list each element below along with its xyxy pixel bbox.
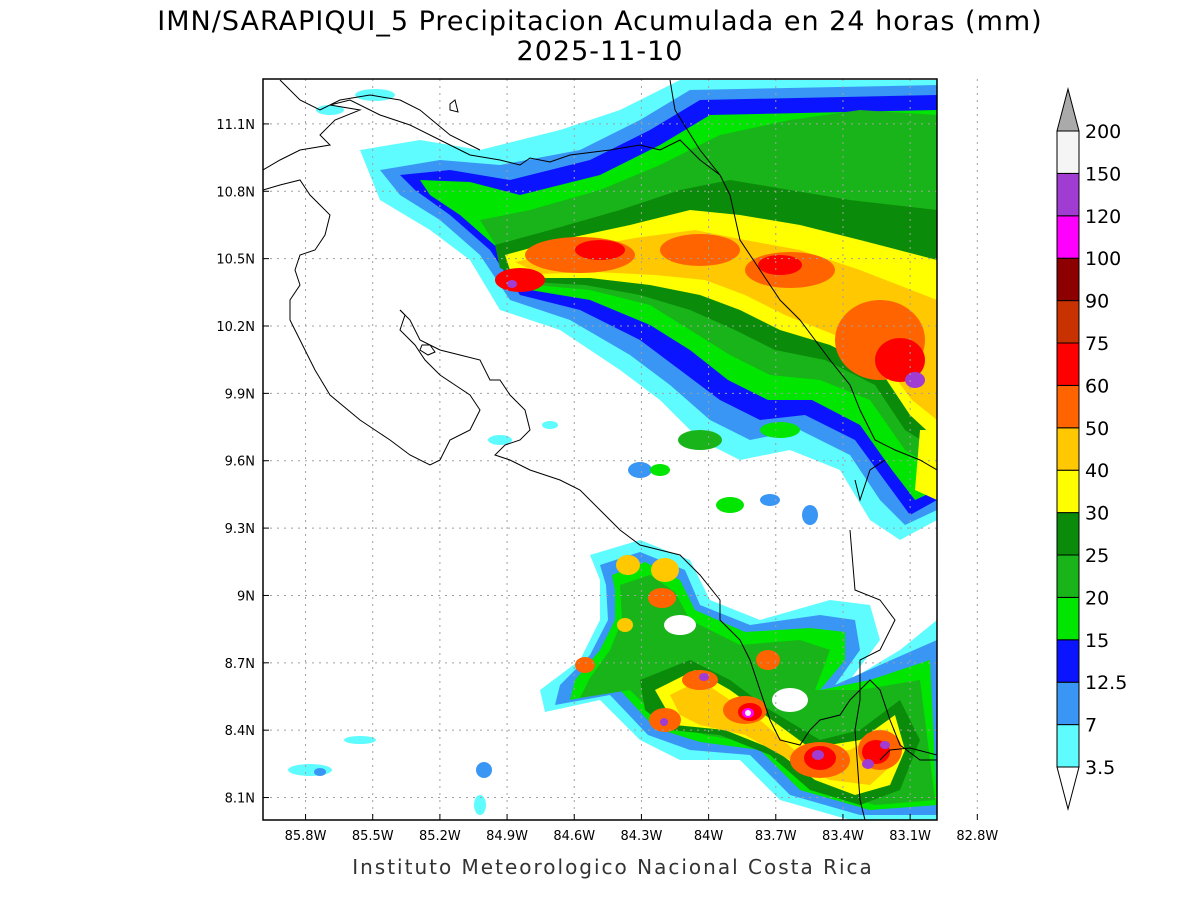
colorbar-label: 60: [1085, 375, 1109, 397]
lat-tick-label: 11.1N: [216, 118, 255, 133]
dry-area: [628, 422, 900, 610]
lon-tick-label: 84.9W: [486, 829, 528, 844]
colorbar-swatch: [1056, 639, 1080, 683]
colorbar-label: 20: [1085, 587, 1109, 609]
longitude-axis: 85.8W 85.5W 85.2W 84.9W 84.6W 84.3W 84W 83.7W 83…: [285, 814, 998, 844]
colorbar-swatch: [1056, 596, 1080, 641]
lat-tick-label: 8.1N: [225, 792, 255, 807]
footer-credit: Instituto Meteorologico Nacional Costa R…: [352, 855, 874, 879]
colorbar-label: 7: [1085, 715, 1097, 737]
colorbar-label: 150: [1085, 163, 1121, 185]
map-title: IMN/SARAPIQUI_5 Precipitacion Acumulada …: [157, 6, 1043, 37]
map-date: 2025-11-10: [516, 36, 684, 67]
lat-tick-label: 9.6N: [225, 455, 255, 470]
latitude-axis: 11.1N 10.8N 10.5N 10.2N 9.9N 9.6N 9.3N 9N 8.7N 8.…: [216, 118, 269, 807]
lon-tick-label: 84.6W: [553, 829, 595, 844]
colorbar-swatch: [1056, 215, 1080, 259]
precipitation-field: [288, 80, 937, 820]
colorbar-swatch: [1056, 257, 1080, 302]
colorbar-swatch: [1056, 469, 1080, 514]
colorbar-legend: 3.5 7 12.5 15 20 25 30 40 50 60 75 90 100 120 150 200: [1056, 87, 1127, 811]
colorbar-swatch: [1056, 384, 1080, 429]
colorbar-label: 90: [1085, 291, 1109, 313]
lat-tick-label: 9N: [237, 589, 255, 604]
colorbar-label: 50: [1085, 418, 1109, 440]
colorbar-label: 40: [1085, 460, 1109, 482]
lat-tick-label: 10.8N: [216, 185, 255, 200]
colorbar-swatch: [1056, 342, 1080, 386]
lat-tick-label: 8.4N: [225, 724, 255, 739]
coastline: [263, 79, 937, 820]
colorbar-swatch: [1056, 300, 1080, 344]
colorbar-swatch: [1056, 512, 1080, 556]
lat-tick-label: 10.2N: [216, 320, 255, 335]
colorbar-swatch: [1056, 681, 1080, 726]
rain-band-south: [540, 540, 937, 820]
lon-tick-label: 85.5W: [352, 829, 394, 844]
colorbar-under-arrow: [1056, 766, 1080, 811]
colorbar-label: 15: [1085, 630, 1109, 652]
lat-tick-label: 9.9N: [225, 387, 255, 402]
map-frame: [262, 78, 938, 821]
colorbar-swatch: [1056, 554, 1080, 598]
lon-tick-label: 83.1W: [889, 829, 931, 844]
colorbar-label: 200: [1085, 121, 1121, 143]
lon-tick-label: 85.8W: [285, 829, 327, 844]
colorbar-swatch: [1056, 427, 1080, 471]
lat-tick-label: 8.7N: [225, 657, 255, 672]
colorbar-label: 3.5: [1085, 757, 1115, 779]
colorbar-label: 120: [1085, 206, 1121, 228]
colorbar-label: 12.5: [1085, 672, 1127, 694]
colorbar-label: 75: [1085, 333, 1109, 355]
lon-tick-label: 82.8W: [956, 829, 998, 844]
lon-tick-label: 85.2W: [419, 829, 461, 844]
lon-tick-label: 84.3W: [621, 829, 663, 844]
colorbar-label: 100: [1085, 248, 1121, 270]
lon-tick-label: 83.4W: [822, 829, 864, 844]
rain-flecks: [288, 89, 558, 815]
colorbar-swatch: [1056, 172, 1080, 217]
lat-tick-label: 10.5N: [216, 253, 255, 268]
lat-tick-label: 9.3N: [225, 522, 255, 537]
colorbar-swatch: [1056, 724, 1080, 768]
lon-tick-label: 83.7W: [755, 829, 797, 844]
colorbar-swatch: [1056, 130, 1080, 174]
colorbar-over-arrow: [1056, 87, 1080, 132]
colorbar-label: 30: [1085, 503, 1109, 525]
lon-tick-label: 84W: [694, 829, 724, 844]
colorbar-label: 25: [1085, 545, 1109, 567]
map-grid: [263, 79, 978, 820]
